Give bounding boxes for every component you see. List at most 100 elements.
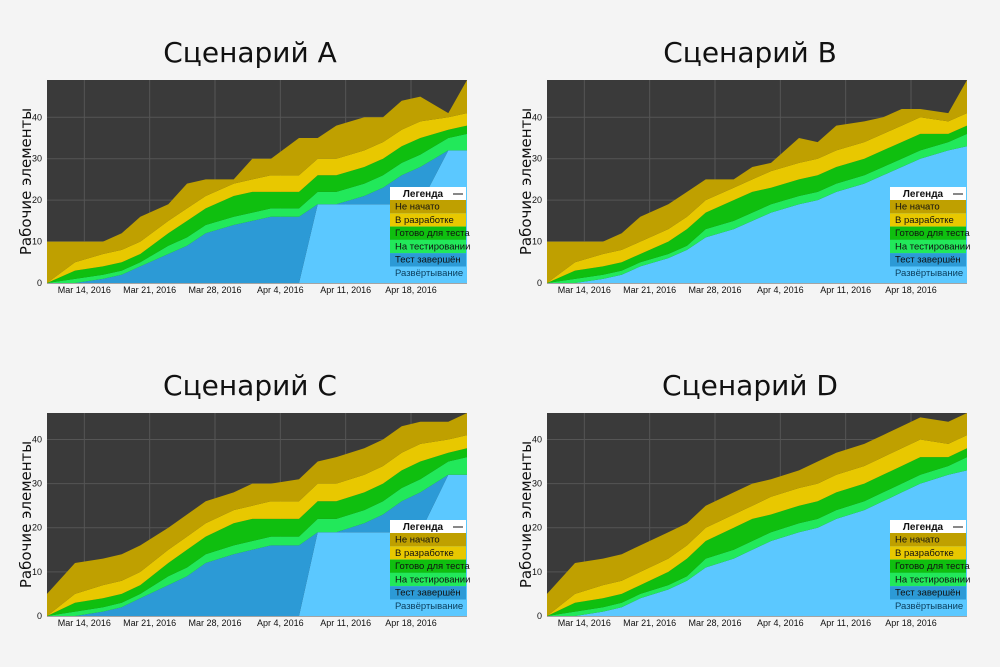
area-ready-for-test — [47, 448, 467, 616]
x-tick-label: Apr 18, 2016 — [385, 618, 437, 628]
x-tick-label: Mar 28, 2016 — [188, 285, 241, 295]
legend-collapse-icon[interactable]: — — [953, 522, 963, 533]
chart-panel-d: Сценарий D 0 10 20 30 40 Mar 14, 2016 Mar 21, … — [500, 333, 1000, 666]
x-tick-label: Mar 14, 2016 — [58, 285, 111, 295]
legend-item-label: Тест завершён — [895, 588, 961, 599]
y-axis-label: Рабочие элементы — [17, 108, 35, 255]
chart-title-c: Сценарий C — [163, 369, 337, 402]
area-deploy — [47, 474, 467, 616]
chart-panel-b: Сценарий B 0 10 20 30 40 Mar 14, 2016 Mar 21, … — [500, 0, 1000, 333]
legend-item-label: В разработке — [395, 548, 454, 559]
legend: Легенда — Не начато В разработке Готово для … — [890, 520, 970, 613]
area-deploy — [547, 470, 967, 616]
y-tick-label: 30 — [532, 479, 542, 489]
legend-collapse-icon[interactable]: — — [953, 189, 963, 200]
legend-swatch — [890, 599, 966, 613]
x-tick-label: Apr 18, 2016 — [885, 618, 937, 628]
legend-swatch — [390, 226, 466, 240]
area-in-dev — [47, 435, 467, 616]
x-tick-label: Apr 18, 2016 — [885, 285, 937, 295]
x-tick-label: Mar 14, 2016 — [58, 618, 111, 628]
chart-a: 0 10 20 30 40 Mar 14, 2016 Mar 21, 2016 Mar 28,… — [17, 80, 470, 295]
y-axis-label: Рабочие элементы — [517, 441, 535, 588]
legend-swatch — [890, 213, 966, 227]
y-tick-label: 10 — [532, 237, 542, 247]
legend-swatch — [890, 226, 966, 240]
chart-panel-a: Сценарий A 0 10 20 30 40 Mar 14, 2016 Mar 21, … — [0, 0, 500, 333]
legend-swatch — [890, 533, 966, 547]
legend-title: Легенда — [403, 189, 444, 200]
area-ready-for-test — [547, 125, 967, 283]
legend-item-label: Не начато — [395, 535, 440, 546]
legend-item-label: В разработке — [895, 215, 954, 226]
legend-swatch — [390, 559, 466, 573]
legend-swatch — [890, 586, 966, 600]
legend-swatch — [390, 586, 466, 600]
y-axis-label: Рабочие элементы — [17, 441, 35, 588]
legend-swatch — [890, 253, 966, 267]
legend-title: Легенда — [903, 522, 944, 533]
y-tick-label: 40 — [32, 434, 42, 444]
area-in-dev — [47, 113, 467, 283]
legend-swatch — [890, 266, 966, 280]
y-tick-label: 40 — [32, 112, 42, 122]
legend-item-label: Не начато — [895, 535, 940, 546]
legend-swatch — [890, 200, 966, 214]
legend-collapse-icon[interactable]: — — [453, 522, 463, 533]
chart-title-a: Сценарий A — [163, 36, 337, 69]
y-tick-label: 20 — [32, 195, 42, 205]
legend: Легенда — Не начато В разработке Готово для … — [390, 187, 470, 280]
area-not-started — [547, 413, 967, 616]
legend-swatch — [390, 572, 466, 587]
legend-swatch — [390, 266, 466, 280]
legend-item-label: Не начато — [895, 202, 940, 213]
y-tick-label: 20 — [532, 195, 542, 205]
area-ready-for-test — [47, 125, 467, 283]
y-tick-label: 20 — [532, 523, 542, 533]
legend-item-label: Развёртывание — [395, 601, 463, 612]
legend-collapse-icon[interactable]: — — [453, 189, 463, 200]
legend-item-label: В разработке — [395, 215, 454, 226]
x-tick-label: Apr 18, 2016 — [385, 285, 437, 295]
area-not-started — [47, 413, 467, 616]
x-tick-label: Mar 21, 2016 — [623, 618, 676, 628]
x-tick-label: Apr 4, 2016 — [257, 618, 304, 628]
legend-swatch — [390, 253, 466, 267]
legend-item-label: В разработке — [895, 548, 954, 559]
legend-header — [390, 187, 466, 200]
x-tick-label: Mar 28, 2016 — [188, 618, 241, 628]
area-in-dev — [547, 113, 967, 283]
y-tick-label: 0 — [37, 278, 42, 288]
legend: Легенда — Не начато В разработке Готово для … — [390, 520, 470, 613]
x-tick-label: Mar 14, 2016 — [558, 285, 611, 295]
legend-item-label: Тест завершён — [395, 255, 461, 266]
area-deploy — [547, 146, 967, 283]
legend-swatch — [390, 546, 466, 560]
y-tick-label: 10 — [32, 237, 42, 247]
legend: Легенда — Не начато В разработке Готово для … — [890, 187, 970, 280]
x-tick-label: Apr 11, 2016 — [320, 285, 371, 295]
chart-c: 0 10 20 30 40 Mar 14, 2016 Mar 21, 2016 Mar 28,… — [17, 413, 470, 628]
area-test-done — [47, 150, 467, 283]
area-ready-for-test — [547, 448, 967, 616]
legend-item-label: На тестировании — [895, 574, 970, 585]
y-tick-label: 10 — [532, 567, 542, 577]
x-tick-label: Apr 4, 2016 — [757, 285, 804, 295]
x-tick-label: Mar 21, 2016 — [623, 285, 676, 295]
legend-item-label: Готово для теста — [895, 561, 970, 572]
legend-item-label: На тестировании — [895, 241, 970, 252]
area-not-started — [547, 80, 967, 283]
legend-item-label: На тестировании — [395, 574, 470, 585]
y-tick-label: 20 — [32, 523, 42, 533]
legend-item-label: Развёртывание — [895, 268, 963, 279]
x-tick-label: Mar 21, 2016 — [123, 618, 176, 628]
x-tick-label: Apr 4, 2016 — [757, 618, 804, 628]
chart-panel-c: Сценарий C 0 10 20 30 40 Mar 14, 2016 Mar 21, … — [0, 333, 500, 666]
x-tick-label: Mar 28, 2016 — [688, 618, 741, 628]
legend-item-label: Готово для теста — [395, 228, 470, 239]
y-tick-label: 10 — [32, 567, 42, 577]
legend-swatch — [890, 559, 966, 573]
y-tick-label: 30 — [32, 154, 42, 164]
legend-item-label: Развёртывание — [895, 601, 963, 612]
x-tick-label: Apr 4, 2016 — [257, 285, 304, 295]
